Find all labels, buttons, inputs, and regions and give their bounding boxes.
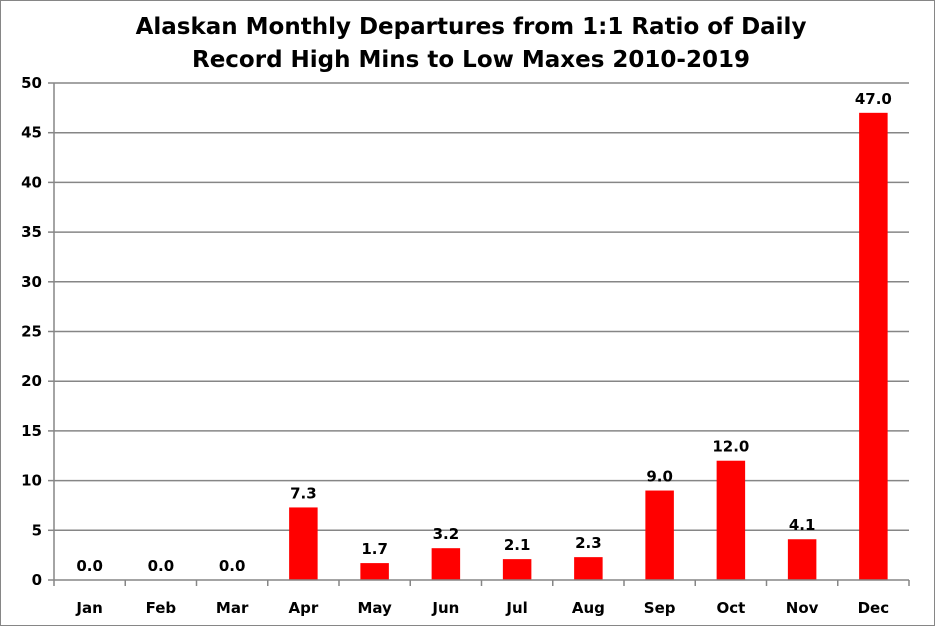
data-label: 4.1 [789, 516, 816, 534]
y-tick-label: 25 [21, 323, 42, 341]
x-tick-label: Mar [216, 599, 249, 617]
data-label: 12.0 [712, 438, 749, 456]
y-tick-label: 0 [32, 571, 42, 589]
x-tick-label: Apr [289, 599, 319, 617]
data-label: 0.0 [76, 557, 103, 575]
data-label: 7.3 [290, 484, 317, 502]
y-tick-label: 15 [21, 422, 42, 440]
y-tick-label: 35 [21, 223, 42, 241]
gridlines [54, 82, 909, 532]
y-tick-label: 45 [21, 124, 42, 142]
x-tick-label: May [357, 599, 392, 617]
bar-apr [289, 507, 318, 580]
x-tick-label: Sep [644, 599, 676, 617]
x-tick-labels: Jan Feb Mar Apr May Jun Jul Aug Sep Oct Nov Dec [75, 599, 889, 617]
y-tick-label: 40 [21, 173, 42, 191]
y-tick-label: 5 [32, 521, 42, 539]
data-label: 0.0 [219, 557, 246, 575]
x-tick-label: Oct [716, 599, 745, 617]
bar-dec [859, 112, 888, 580]
x-tick-label: Jun [431, 599, 459, 617]
chart-title-line-1: Alaskan Monthly Departures from 1:1 Rati… [135, 14, 807, 40]
chart-title: Alaskan Monthly Departures from 1:1 Rati… [41, 11, 901, 77]
data-label: 47.0 [855, 90, 892, 108]
data-label: 0.0 [148, 557, 175, 575]
bars [289, 112, 888, 580]
axes [48, 82, 910, 586]
x-tick-label: Jul [505, 599, 527, 617]
x-tick-label: Jan [75, 599, 102, 617]
data-label: 9.0 [646, 468, 673, 486]
bar-nov [787, 539, 817, 580]
data-label: 2.1 [504, 536, 531, 554]
bar-may [360, 563, 389, 580]
bar-jun [431, 548, 461, 580]
x-tick-label: Nov [786, 599, 819, 617]
y-tick-label: 10 [21, 472, 42, 490]
data-label: 1.7 [361, 540, 388, 558]
y-tick-labels: 0 5 10 15 20 25 30 35 40 45 50 [21, 74, 42, 589]
chart-title-line-2: Record High Mins to Low Maxes 2010-2019 [191, 47, 750, 73]
bar-jul [502, 559, 532, 580]
data-label: 2.3 [575, 534, 602, 552]
y-tick-label: 50 [21, 74, 42, 92]
data-labels: 0.0 0.0 0.0 7.3 1.7 3.2 2.1 2.3 9.0 12.0 4.1 47.0 [76, 90, 892, 575]
x-tick-label: Aug [572, 599, 605, 617]
bar-oct [716, 460, 746, 580]
y-tick-label: 30 [21, 273, 42, 291]
bar-aug [574, 557, 603, 580]
data-label: 3.2 [433, 525, 460, 543]
bar-sep [645, 490, 674, 580]
y-tick-label: 20 [21, 372, 42, 390]
x-tick-label: Dec [858, 599, 890, 617]
x-tick-label: Feb [146, 599, 177, 617]
